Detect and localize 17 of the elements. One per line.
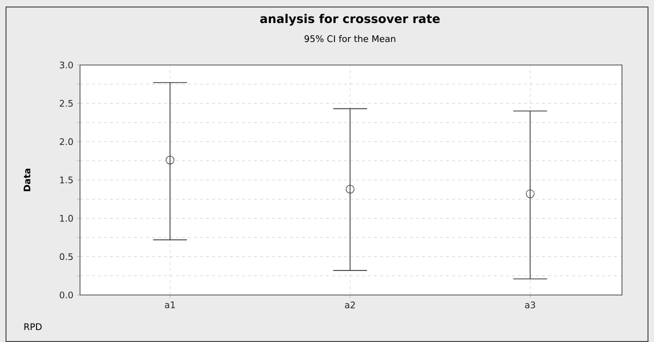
- text: RPD: [24, 323, 42, 330]
- x-tick-label: a2: [345, 302, 355, 308]
- y-tick-label: 1.0: [60, 214, 73, 222]
- x-tick-label: a3: [525, 302, 536, 308]
- y-tick-label: 0.5: [60, 253, 73, 260]
- point: [526, 189, 534, 198]
- y-tick-label: 3.0: [60, 62, 73, 68]
- chart-title: analysis for crossover rate: [260, 14, 440, 26]
- x-tick-label: a1: [164, 302, 175, 308]
- y-tick-label: 1.5: [60, 176, 73, 184]
- y-tick-label: 2.5: [60, 100, 73, 107]
- y-tick-label: 0.0: [60, 292, 73, 298]
- y-tick-label: 2.0: [60, 138, 73, 146]
- point: [346, 184, 354, 194]
- point: [166, 156, 174, 164]
- chart-subtitle: 95% CI for the Mean: [304, 35, 396, 42]
- y-axis-title: Data: [24, 168, 30, 192]
